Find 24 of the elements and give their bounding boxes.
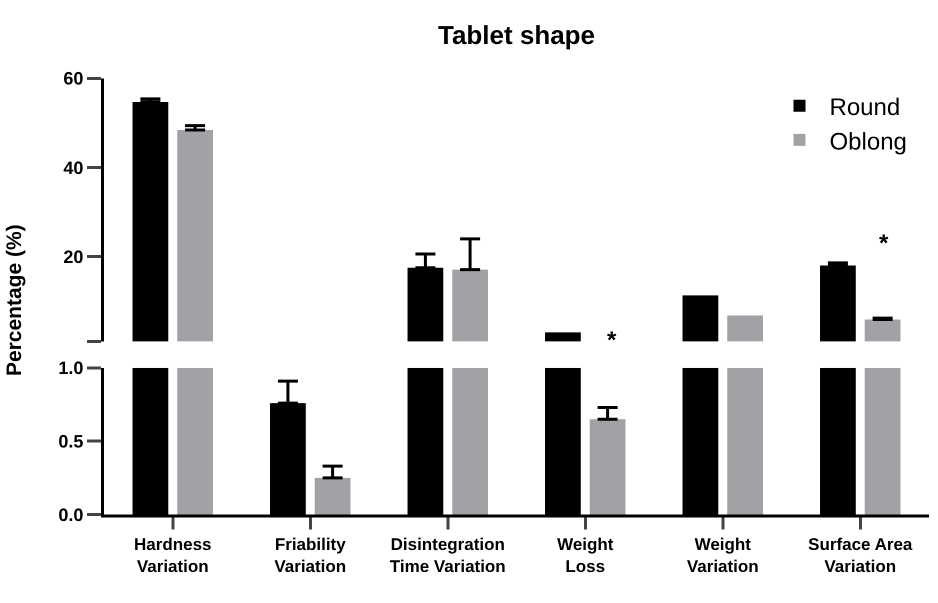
x-tick-label: Hardness Variation <box>134 534 212 576</box>
x-tick-label: Surface Area Variation <box>808 534 913 576</box>
chart-title: Tablet shape <box>438 20 596 50</box>
legend-label: Round <box>830 94 900 122</box>
x-tick-label: Weight Loss <box>557 534 614 576</box>
bar <box>727 368 763 514</box>
x-tick-label: Disintegration Time Variation <box>390 534 506 576</box>
y-tick-label: 0.0 <box>58 504 84 525</box>
bar <box>864 368 900 514</box>
bar <box>590 419 626 514</box>
y-tick-label: 20 <box>63 246 84 267</box>
y-tick-label: 60 <box>63 68 84 89</box>
y-tick-label: 0.5 <box>58 432 84 452</box>
y-axis-title: Percentage (%) <box>2 224 26 376</box>
annotation: * <box>879 230 889 257</box>
annotation: * <box>607 327 617 354</box>
bar <box>177 368 213 514</box>
y-tick-label: 40 <box>63 158 84 178</box>
x-tick-label: Friability Variation <box>274 534 346 576</box>
y-tick-label: 1.0 <box>58 358 84 378</box>
x-tick-label: Weight Variation <box>686 534 759 576</box>
bar <box>452 368 488 514</box>
legend-label: Oblong <box>830 128 907 156</box>
bar <box>314 478 350 514</box>
